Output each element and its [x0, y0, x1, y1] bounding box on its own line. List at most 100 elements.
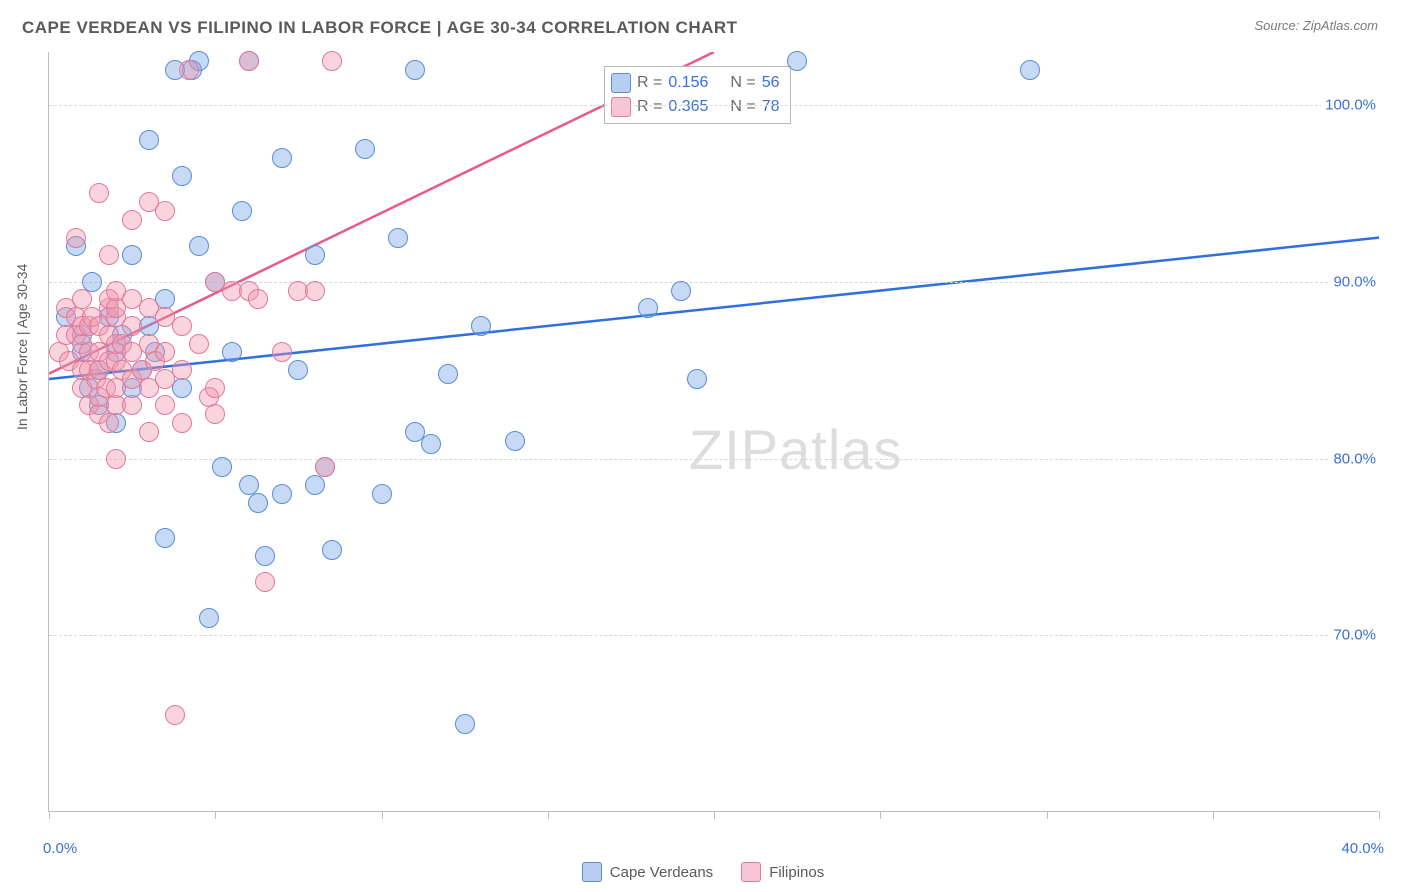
stats-row: R = 0.156 N = 56 [611, 71, 780, 95]
scatter-point [638, 298, 658, 318]
x-tick-label: 40.0% [1341, 840, 1384, 857]
n-value: 56 [762, 71, 780, 95]
x-tick [548, 811, 549, 819]
scatter-point [687, 369, 707, 389]
legend-item: Filipinos [741, 862, 824, 882]
scatter-point [232, 201, 252, 221]
scatter-point [455, 714, 475, 734]
x-tick-label: 0.0% [43, 840, 77, 857]
scatter-point [82, 272, 102, 292]
scatter-point [315, 457, 335, 477]
plot-area: ZIPatlas R = 0.156 N = 56 R = 0.365 N = … [48, 52, 1378, 812]
x-tick [49, 811, 50, 819]
r-label: R = [637, 95, 662, 119]
scatter-point [66, 228, 86, 248]
scatter-point [122, 210, 142, 230]
y-axis-label: In Labor Force | Age 30-34 [14, 264, 30, 430]
scatter-point [179, 60, 199, 80]
y-tick-label: 70.0% [1329, 627, 1380, 644]
scatter-point [421, 434, 441, 454]
y-tick-label: 100.0% [1321, 97, 1380, 114]
scatter-point [99, 245, 119, 265]
gridline [49, 459, 1378, 460]
n-value: 78 [762, 95, 780, 119]
scatter-point [155, 201, 175, 221]
chart-header: CAPE VERDEAN VS FILIPINO IN LABOR FORCE … [0, 0, 1406, 44]
scatter-point [438, 364, 458, 384]
scatter-point [172, 413, 192, 433]
scatter-point [322, 51, 342, 71]
series-legend: Cape Verdeans Filipinos [0, 862, 1406, 882]
scatter-point [1020, 60, 1040, 80]
swatch-icon [611, 73, 631, 93]
x-tick [215, 811, 216, 819]
scatter-point [106, 449, 126, 469]
scatter-point [787, 51, 807, 71]
legend-label: Cape Verdeans [610, 864, 713, 881]
scatter-point [272, 342, 292, 362]
scatter-point [255, 546, 275, 566]
scatter-point [139, 130, 159, 150]
scatter-point [165, 705, 185, 725]
legend-label: Filipinos [769, 864, 824, 881]
stats-legend: R = 0.156 N = 56 R = 0.365 N = 78 [604, 66, 791, 124]
scatter-point [355, 139, 375, 159]
legend-item: Cape Verdeans [582, 862, 713, 882]
swatch-icon [582, 862, 602, 882]
scatter-point [89, 183, 109, 203]
n-label: N = [730, 95, 755, 119]
x-tick [714, 811, 715, 819]
scatter-point [671, 281, 691, 301]
x-tick [880, 811, 881, 819]
scatter-point [272, 484, 292, 504]
x-tick [1047, 811, 1048, 819]
scatter-point [255, 572, 275, 592]
gridline [49, 635, 1378, 636]
scatter-point [139, 422, 159, 442]
trend-lines [49, 52, 1379, 812]
scatter-point [155, 342, 175, 362]
scatter-point [199, 608, 219, 628]
scatter-point [205, 404, 225, 424]
scatter-point [122, 245, 142, 265]
scatter-point [172, 360, 192, 380]
scatter-point [322, 540, 342, 560]
scatter-point [305, 475, 325, 495]
scatter-plot: ZIPatlas R = 0.156 N = 56 R = 0.365 N = … [48, 52, 1378, 812]
trend-line [49, 238, 1379, 379]
stats-row: R = 0.365 N = 78 [611, 95, 780, 119]
x-tick [382, 811, 383, 819]
scatter-point [189, 236, 209, 256]
scatter-point [305, 245, 325, 265]
scatter-point [122, 395, 142, 415]
swatch-icon [741, 862, 761, 882]
scatter-point [405, 60, 425, 80]
scatter-point [239, 51, 259, 71]
r-value: 0.156 [668, 71, 708, 95]
n-label: N = [730, 71, 755, 95]
r-label: R = [637, 71, 662, 95]
scatter-point [172, 316, 192, 336]
chart-title: CAPE VERDEAN VS FILIPINO IN LABOR FORCE … [22, 18, 738, 38]
scatter-point [205, 378, 225, 398]
r-value: 0.365 [668, 95, 708, 119]
scatter-point [388, 228, 408, 248]
gridline [49, 105, 1378, 106]
scatter-point [288, 360, 308, 380]
swatch-icon [611, 97, 631, 117]
y-tick-label: 90.0% [1329, 273, 1380, 290]
watermark-thin: atlas [779, 418, 902, 481]
watermark-bold: ZIP [689, 418, 779, 481]
scatter-point [272, 148, 292, 168]
source-attribution: Source: ZipAtlas.com [1254, 18, 1378, 33]
watermark: ZIPatlas [689, 417, 902, 482]
scatter-point [248, 289, 268, 309]
scatter-point [471, 316, 491, 336]
x-tick [1213, 811, 1214, 819]
scatter-point [189, 334, 209, 354]
scatter-point [372, 484, 392, 504]
scatter-point [222, 342, 242, 362]
scatter-point [122, 316, 142, 336]
scatter-point [155, 395, 175, 415]
scatter-point [305, 281, 325, 301]
